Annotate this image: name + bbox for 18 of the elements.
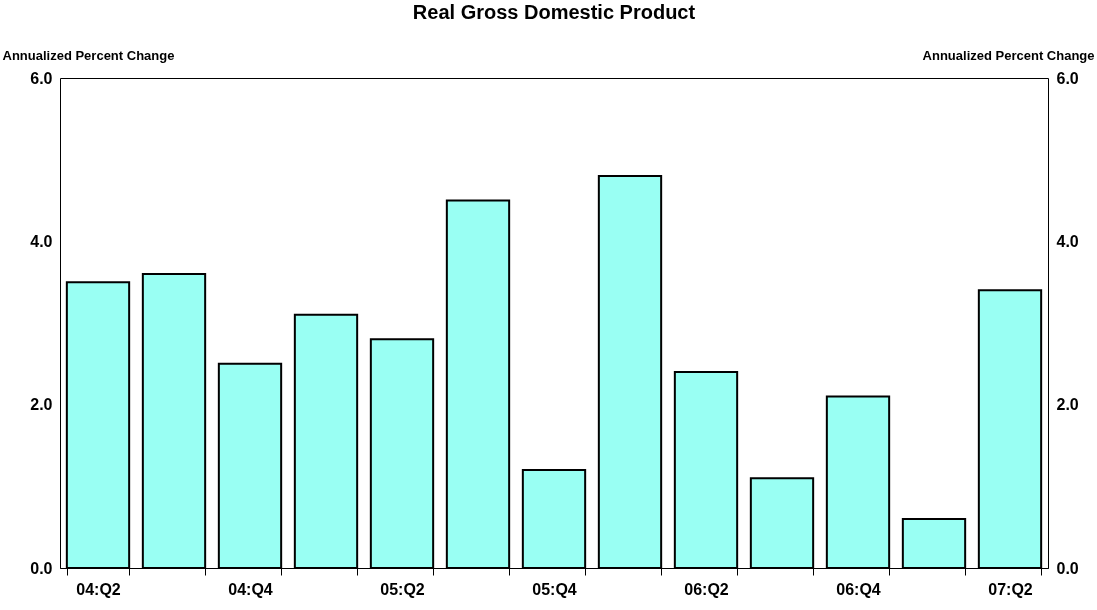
x-tick-label: 06:Q2 bbox=[684, 580, 729, 598]
x-tick-label: 05:Q2 bbox=[380, 580, 425, 598]
y2-tick-label: 6.0 bbox=[1056, 69, 1079, 87]
x-tick-label: 04:Q4 bbox=[228, 580, 273, 598]
y2-tick-label: 2.0 bbox=[1056, 396, 1079, 414]
y2-axis-title: Annualized Percent Change bbox=[922, 47, 1095, 63]
y-tick-label: 4.0 bbox=[30, 232, 53, 250]
y-tick-label: 0.0 bbox=[30, 559, 53, 577]
x-tick-label: 07:Q2 bbox=[988, 580, 1033, 598]
y-tick-label: 6.0 bbox=[30, 69, 53, 87]
y-tick-label: 2.0 bbox=[30, 396, 53, 414]
x-tick-label: 05:Q4 bbox=[532, 580, 577, 598]
x-tick-label: 06:Q4 bbox=[836, 580, 881, 598]
y-axis-title: Annualized Percent Change bbox=[2, 47, 175, 63]
y2-tick-label: 0.0 bbox=[1056, 559, 1079, 577]
chart-title: Real Gross Domestic Product bbox=[412, 1, 696, 23]
y2-tick-label: 4.0 bbox=[1056, 232, 1079, 250]
x-tick-label: 04:Q2 bbox=[76, 580, 121, 598]
